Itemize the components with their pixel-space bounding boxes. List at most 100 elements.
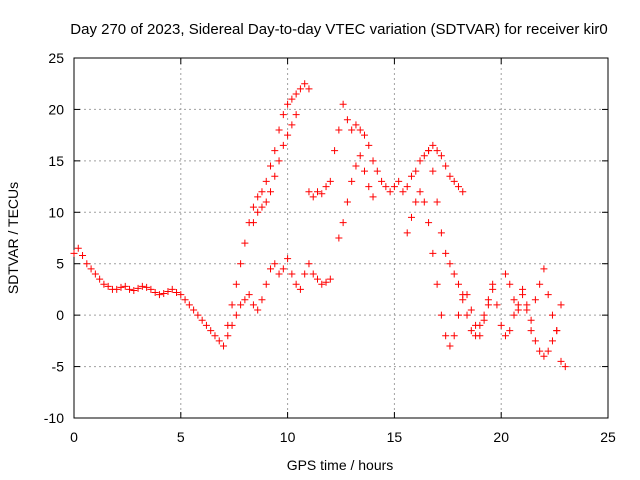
data-point xyxy=(553,327,561,335)
data-point xyxy=(365,141,373,149)
data-point xyxy=(83,260,91,268)
data-point xyxy=(531,296,539,304)
data-point xyxy=(168,285,176,293)
data-point xyxy=(536,280,544,288)
data-point xyxy=(360,131,368,139)
data-point xyxy=(356,126,364,134)
data-point xyxy=(181,296,189,304)
data-point xyxy=(429,249,437,257)
data-point xyxy=(134,284,142,292)
x-axis-label: GPS time / hours xyxy=(287,457,394,473)
data-point xyxy=(356,152,364,160)
y-axis-label: SDTVAR / TECUs xyxy=(5,182,21,294)
data-point xyxy=(501,332,509,340)
data-point xyxy=(407,172,415,180)
data-point xyxy=(267,265,275,273)
data-point xyxy=(100,280,108,288)
data-point xyxy=(237,301,245,309)
data-point xyxy=(258,203,266,211)
data-point xyxy=(296,285,304,293)
data-point xyxy=(190,306,198,314)
data-point xyxy=(232,280,240,288)
data-point xyxy=(279,265,287,273)
data-point xyxy=(215,337,223,345)
data-point xyxy=(254,208,262,216)
x-tick-label: 10 xyxy=(280,429,296,445)
data-point xyxy=(228,301,236,309)
y-tick-label: 0 xyxy=(56,307,64,323)
data-point xyxy=(258,296,266,304)
data-point xyxy=(249,203,257,211)
data-point xyxy=(548,337,556,345)
x-tick-label: 5 xyxy=(177,429,185,445)
x-tick-label: 20 xyxy=(493,429,509,445)
data-point xyxy=(459,188,467,196)
data-point xyxy=(288,270,296,278)
data-point xyxy=(284,100,292,108)
data-point xyxy=(339,219,347,227)
x-tick-label: 0 xyxy=(70,429,78,445)
data-point xyxy=(279,111,287,119)
data-point xyxy=(378,177,386,185)
data-point xyxy=(254,306,262,314)
data-point xyxy=(275,270,283,278)
data-point xyxy=(202,321,210,329)
data-point xyxy=(249,301,257,309)
data-point xyxy=(407,213,415,221)
data-point xyxy=(198,316,206,324)
series-fall2 xyxy=(425,147,497,340)
data-point xyxy=(437,152,445,160)
data-point xyxy=(501,270,509,278)
data-point xyxy=(121,282,129,290)
data-point xyxy=(318,280,326,288)
data-point xyxy=(271,147,279,155)
data-point xyxy=(241,296,249,304)
data-point xyxy=(279,141,287,149)
data-point xyxy=(540,352,548,360)
series-fall xyxy=(403,188,569,371)
data-point xyxy=(442,249,450,257)
series-mid xyxy=(305,100,467,201)
data-point xyxy=(335,126,343,134)
data-point xyxy=(224,332,232,340)
data-point xyxy=(249,219,257,227)
data-point xyxy=(476,321,484,329)
data-point xyxy=(352,121,360,129)
data-point xyxy=(254,193,262,201)
data-point xyxy=(91,270,99,278)
data-point xyxy=(493,301,501,309)
data-point xyxy=(395,177,403,185)
data-point xyxy=(326,275,334,283)
data-point xyxy=(79,251,87,259)
data-point xyxy=(314,188,322,196)
data-point xyxy=(301,270,309,278)
data-marks xyxy=(70,80,569,371)
data-point xyxy=(514,306,522,314)
data-point xyxy=(130,286,138,294)
data-point xyxy=(284,255,292,263)
data-point xyxy=(403,183,411,191)
data-point xyxy=(207,327,215,335)
data-point xyxy=(429,141,437,149)
data-point xyxy=(429,167,437,175)
data-point xyxy=(96,275,104,283)
data-point xyxy=(360,167,368,175)
data-point xyxy=(335,234,343,242)
data-point xyxy=(403,229,411,237)
data-point xyxy=(331,147,339,155)
data-point xyxy=(87,265,95,273)
data-point xyxy=(138,282,146,290)
y-tick-label: 10 xyxy=(48,204,64,220)
data-point xyxy=(155,291,163,299)
data-point xyxy=(117,283,125,291)
data-point xyxy=(365,183,373,191)
data-point xyxy=(420,198,428,206)
data-point xyxy=(446,172,454,180)
y-tick-label: 25 xyxy=(48,50,64,66)
data-point xyxy=(348,177,356,185)
data-point xyxy=(151,289,159,297)
data-point xyxy=(480,311,488,319)
axis-ticks: 0 5 10 15 20 25 -10 -5 0 5 10 15 20 25 xyxy=(44,50,616,445)
data-point xyxy=(305,260,313,268)
data-point xyxy=(510,311,518,319)
